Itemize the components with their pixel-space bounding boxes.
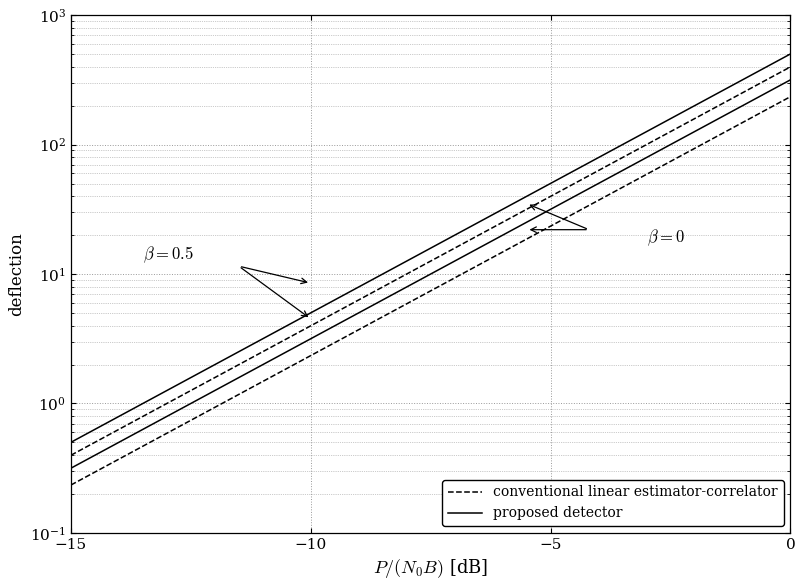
Legend: conventional linear estimator-correlator, proposed detector: conventional linear estimator-correlator…: [441, 480, 783, 526]
X-axis label: $P/(N_0B)$ [dB]: $P/(N_0B)$ [dB]: [373, 557, 488, 580]
Text: $\beta = 0$: $\beta = 0$: [646, 228, 683, 248]
Y-axis label: deflection: deflection: [8, 232, 25, 316]
Text: $\beta = 0.5$: $\beta = 0.5$: [143, 245, 193, 265]
